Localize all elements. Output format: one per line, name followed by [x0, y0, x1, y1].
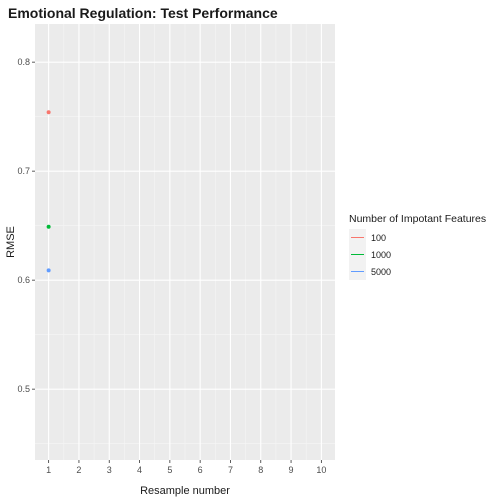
legend-label-1000: 1000 — [371, 250, 391, 260]
legend-label-5000: 5000 — [371, 267, 391, 277]
y-tick-label: 0.8 — [17, 57, 30, 67]
legend-title: Number of Impotant Features — [349, 213, 486, 225]
x-axis-ticks: 1 2 3 4 5 6 7 8 9 10 — [46, 460, 326, 475]
y-axis-title: RMSE — [5, 226, 17, 258]
data-point-1000 — [46, 224, 51, 229]
x-tick-label: 1 — [46, 465, 51, 475]
minor-gridlines — [35, 24, 335, 460]
data-point-5000 — [46, 268, 51, 273]
y-tick-label: 0.7 — [17, 166, 30, 176]
major-gridlines — [35, 24, 335, 460]
x-tick-label: 7 — [228, 465, 233, 475]
x-axis-title: Resample number — [140, 485, 230, 497]
x-tick-label: 6 — [198, 465, 203, 475]
x-tick-label: 5 — [167, 465, 172, 475]
x-tick-label: 9 — [289, 465, 294, 475]
x-tick-label: 3 — [107, 465, 112, 475]
x-tick-label: 2 — [76, 465, 81, 475]
legend: Number of Impotant Features 100 1000 5000 — [349, 213, 486, 280]
y-tick-label: 0.6 — [17, 275, 30, 285]
x-tick-label: 10 — [316, 465, 326, 475]
chart-title: Emotional Regulation: Test Performance — [8, 5, 278, 21]
x-tick-label: 4 — [137, 465, 142, 475]
legend-label-100: 100 — [371, 233, 386, 243]
series-layer — [46, 110, 51, 273]
x-tick-label: 8 — [258, 465, 263, 475]
y-axis-ticks: 0.5 0.6 0.7 0.8 — [17, 57, 35, 394]
y-tick-label: 0.5 — [17, 384, 30, 394]
data-point-100 — [46, 110, 51, 115]
